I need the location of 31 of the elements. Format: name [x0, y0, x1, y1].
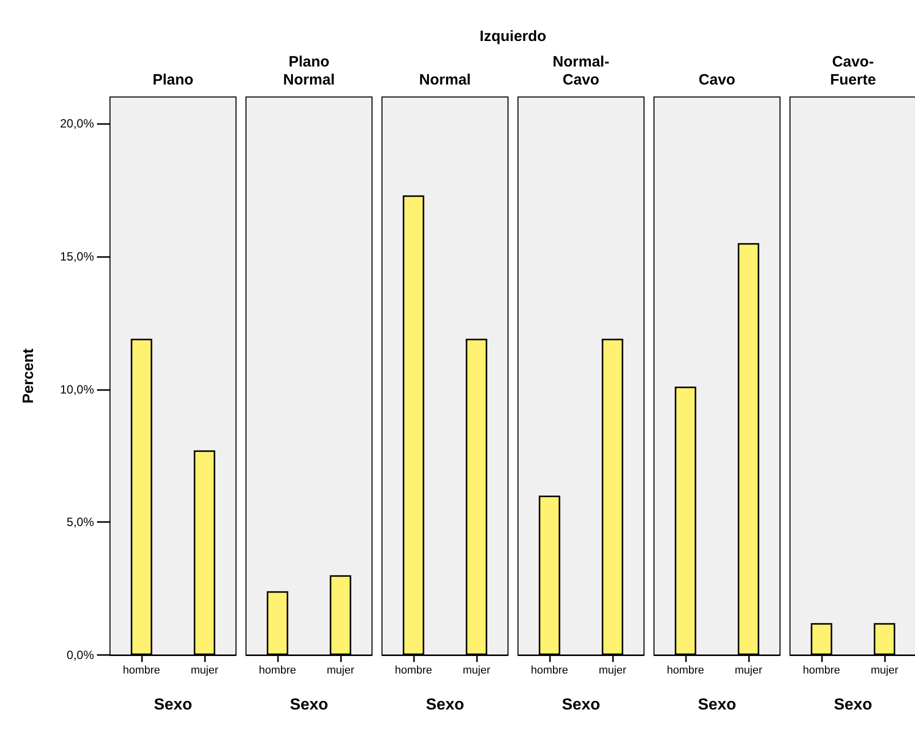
y-tick-label: 5,0% [66, 515, 94, 530]
y-tick-label: 10,0% [60, 382, 94, 396]
x-axis-title: Sexo [426, 696, 464, 714]
x-tick-label: mujer [734, 664, 763, 676]
x-tick-label: mujer [870, 664, 899, 676]
chart-title: Normal-Cavo [552, 54, 610, 88]
x-tick-label: hombre [666, 664, 704, 676]
x-axis-title: Sexo [698, 696, 736, 714]
y-tick-label: 15,0% [60, 249, 94, 264]
x-tick-label: hombre [394, 664, 432, 676]
x-tick-label: mujer [190, 664, 219, 676]
x-tick-label: mujer [598, 664, 627, 676]
x-axis-title: Sexo [562, 696, 600, 714]
y-axis-title: Percent [20, 348, 37, 404]
chart-title: Cavo-Fuerte [830, 54, 876, 88]
chart-title: Cavo [698, 72, 736, 88]
x-tick-label: hombre [258, 664, 296, 676]
x-tick-label: mujer [326, 664, 355, 676]
x-tick-label: hombre [530, 664, 568, 676]
chart-title: Plano Normal [283, 54, 335, 88]
y-tick-label: 20,0% [60, 116, 94, 131]
x-axis-title: Sexo [834, 696, 872, 714]
text: Izquierdo [478, 28, 548, 45]
x-tick-label: mujer [462, 664, 491, 676]
chart-title: Normal [419, 72, 471, 88]
x-axis-title: Sexo [154, 696, 192, 714]
chart-title: Plano [152, 72, 194, 88]
y-tick-label: 0,0% [66, 648, 94, 662]
x-tick-label: hombre [122, 664, 160, 676]
x-axis-title: Sexo [290, 696, 328, 714]
x-tick-label: hombre [802, 664, 840, 676]
